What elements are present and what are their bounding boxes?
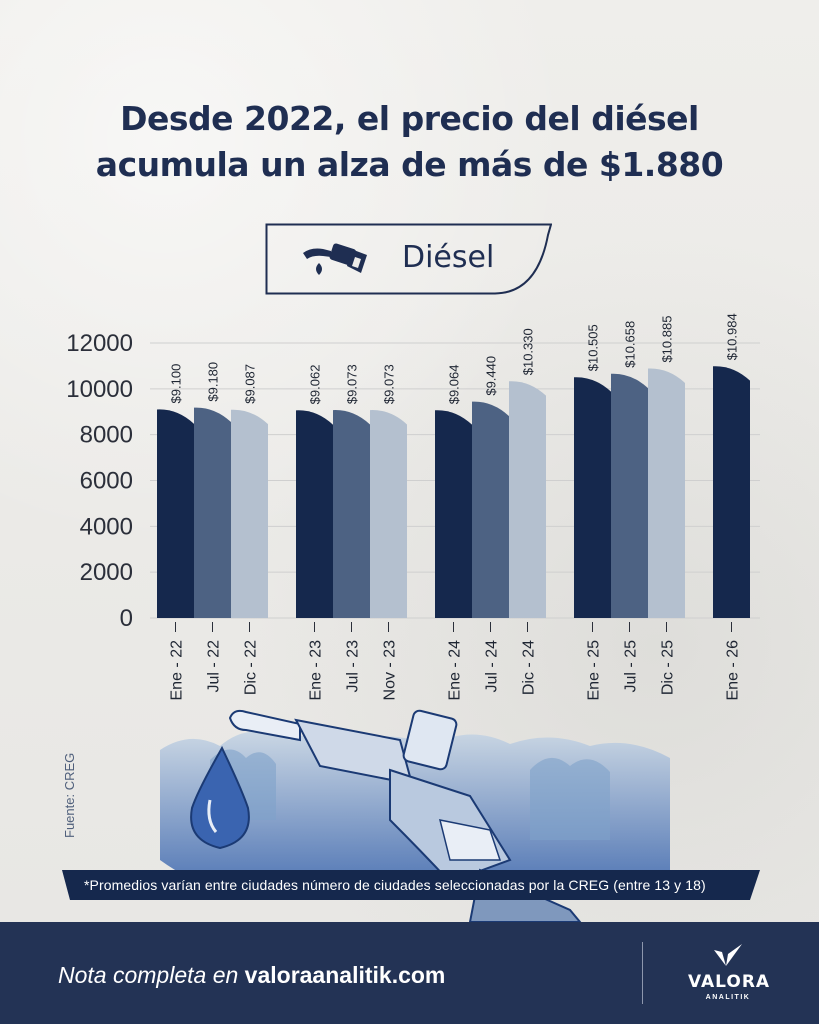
valora-logo[interactable]: VALORA ANALITIK [688, 942, 771, 1012]
fuel-nozzle-icon [303, 243, 367, 275]
valora-logo-mark-icon [714, 944, 742, 966]
data-labels: $9.100 $9.180 $9.087 $9.062 $9.073 $9.073 $9.0… [169, 313, 740, 404]
data-label: $9.180 [206, 362, 221, 402]
data-label: $10.505 [586, 324, 601, 371]
x-tick-label: Dic - 24 [521, 640, 538, 695]
bar-chart: 0 2000 4000 6000 8000 10000 12000 $9.100 $9.180… [66, 313, 760, 700]
data-label: $10.330 [521, 328, 536, 375]
source-note: Fuente: CREG [62, 752, 77, 838]
x-tick-label: Dic - 25 [660, 640, 677, 695]
y-axis: 0 2000 4000 6000 8000 10000 12000 [66, 330, 133, 632]
data-label: $10.658 [623, 321, 638, 368]
page-title: Desde 2022, el precio del diésel acumula… [0, 96, 819, 188]
data-label: $9.062 [308, 365, 323, 405]
footer-site[interactable]: valoraanalitik.com [244, 962, 446, 988]
footer-prefix: Nota completa en [58, 962, 245, 988]
bars [157, 366, 750, 618]
footer-bar: Nota completa en valoraanalitik.com VALO… [0, 922, 819, 1024]
bar [157, 409, 194, 618]
x-tick-label: Ene - 22 [169, 640, 186, 701]
footer-link[interactable]: Nota completa en valoraanalitik.com [58, 962, 445, 989]
y-tick-label: 8000 [80, 422, 133, 449]
bar [574, 377, 611, 618]
footnote-banner [62, 870, 760, 900]
data-label: $9.064 [447, 365, 462, 405]
bar [194, 407, 231, 618]
data-label: $9.073 [345, 364, 360, 404]
title-line-2: acumula un alza de más de $1.880 [95, 145, 724, 184]
data-label: $9.087 [243, 364, 258, 404]
x-tick-label: Dic - 22 [243, 640, 260, 695]
y-tick-label: 0 [120, 605, 133, 632]
data-label: $9.073 [382, 364, 397, 404]
data-label: $9.100 [169, 364, 184, 404]
bar [611, 373, 648, 618]
title-line-1: Desde 2022, el precio del diésel [120, 99, 699, 138]
y-tick-label: 6000 [80, 468, 133, 495]
fuel-drop-icon [190, 745, 250, 850]
x-tick-label: Nov - 23 [382, 640, 399, 701]
footer-divider [642, 942, 643, 1004]
x-tick-label: Ene - 24 [447, 640, 464, 701]
legend-frame [265, 223, 552, 295]
footnote: *Promedios varían entre ciudades número … [62, 870, 760, 900]
bar [435, 410, 472, 618]
bar [472, 401, 509, 618]
data-label: $9.440 [484, 356, 499, 396]
fuel-pump-illustration [160, 709, 670, 922]
bar [333, 410, 370, 618]
series-legend: Diésel [265, 223, 552, 295]
x-tick-label: Jul - 25 [623, 640, 640, 693]
data-label: $10.984 [725, 313, 740, 360]
x-axis: Ene - 22 Jul - 22 Dic - 22 Ene - 23 Jul - 23… [169, 622, 742, 700]
bar [296, 410, 333, 618]
footnote-text: *Promedios varían entre ciudades número … [84, 877, 706, 893]
bar [370, 410, 407, 618]
y-tick-label: 4000 [80, 513, 133, 540]
x-tick-label: Ene - 25 [586, 640, 603, 701]
legend-label: Diésel [402, 240, 495, 275]
bar [509, 381, 546, 618]
logo-subtext: ANALITIK [705, 994, 751, 1001]
x-tick-label: Jul - 24 [484, 640, 501, 693]
y-tick-label: 2000 [80, 559, 133, 586]
x-tick-label: Jul - 23 [345, 640, 362, 693]
x-tick-label: Jul - 22 [206, 640, 223, 693]
logo-text: VALORA [688, 972, 771, 992]
bar [713, 366, 750, 618]
bar [231, 409, 268, 618]
x-tick-label: Ene - 26 [725, 640, 742, 701]
x-tick-label: Ene - 23 [308, 640, 325, 701]
bar [648, 368, 685, 618]
data-label: $10.885 [660, 316, 675, 363]
y-tick-label: 10000 [66, 376, 133, 403]
y-tick-label: 12000 [66, 330, 133, 357]
